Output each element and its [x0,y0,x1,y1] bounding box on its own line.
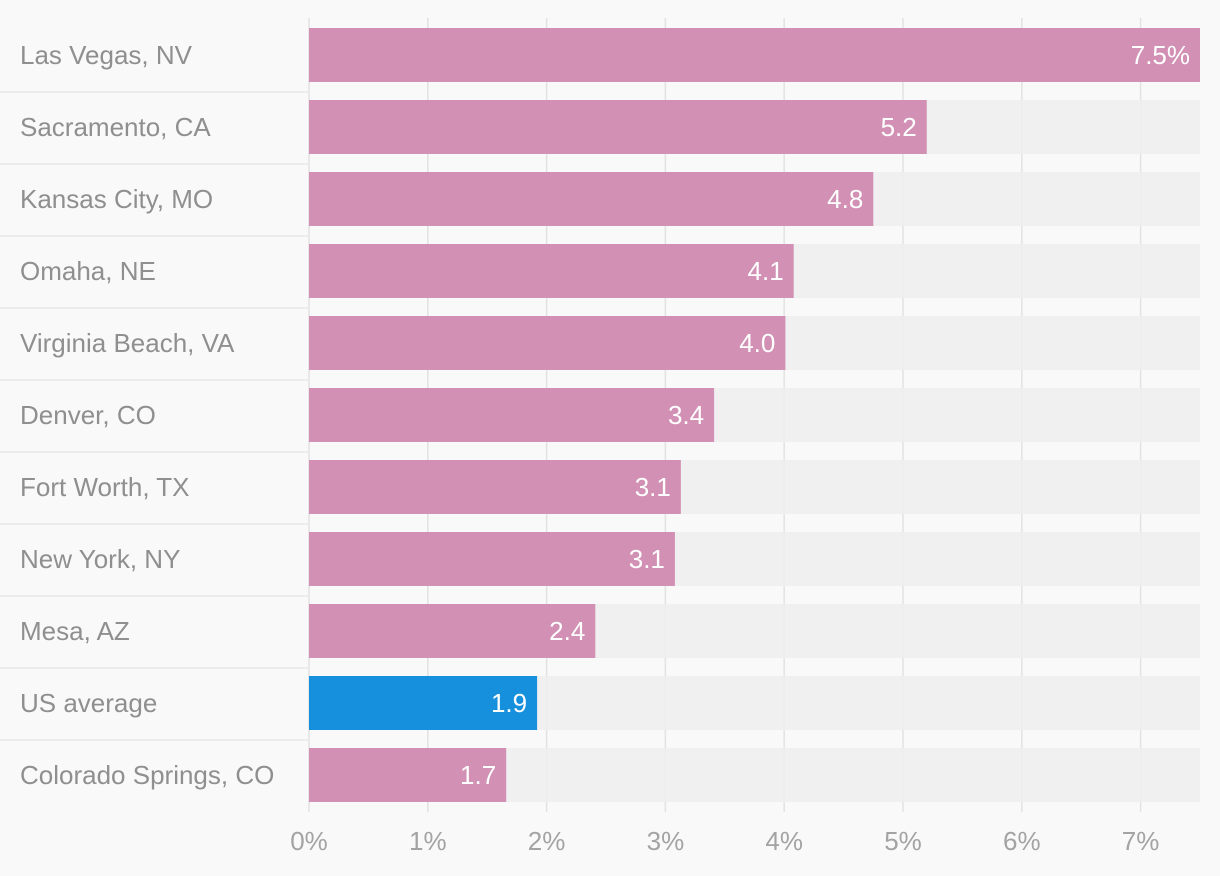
value-label: 3.1 [629,544,665,574]
bar-rows: Las Vegas, NV 7.5% Sacramento, CA 5.2 Kansas… [0,28,1200,802]
x-tick-label: 7% [1122,826,1160,856]
bar [309,748,507,802]
x-tick-label: 3% [647,826,685,856]
bar-row: Sacramento, CA 5.2 [0,91,1200,154]
value-label: 1.9 [491,688,527,718]
x-tick-label: 2% [528,826,566,856]
x-tick-label: 5% [884,826,922,856]
value-label: 3.4 [668,400,704,430]
bar [309,460,681,514]
value-label: 5.2 [881,112,917,142]
bar-row: Colorado Springs, CO 1.7 [0,739,1200,802]
bar-row: US average 1.9 [0,667,1200,730]
category-label: Kansas City, MO [20,184,213,214]
bar [309,388,715,442]
x-axis: 0% 1% 2% 3% 4% 5% 6% 7% [290,826,1159,856]
bar [309,604,596,658]
bar-row: Denver, CO 3.4 [0,379,1200,442]
value-label: 4.8 [827,184,863,214]
bar-row: Omaha, NE 4.1 [0,235,1200,298]
bar [309,28,1200,82]
value-label: 7.5% [1131,40,1190,70]
value-label: 3.1 [635,472,671,502]
bar-highlight [309,676,538,730]
x-tick-label: 1% [409,826,447,856]
category-label: New York, NY [20,544,180,574]
bar-row: Virginia Beach, VA 4.0 [0,307,1200,370]
bar [309,244,794,298]
category-label: Sacramento, CA [20,112,211,142]
bar-row: Las Vegas, NV 7.5% [20,28,1200,82]
category-label: Mesa, AZ [20,616,130,646]
bar-row: Kansas City, MO 4.8 [0,163,1200,226]
category-label: Fort Worth, TX [20,472,190,502]
value-label: 2.4 [549,616,585,646]
value-label: 4.0 [739,328,775,358]
bar-row: Mesa, AZ 2.4 [0,595,1200,658]
category-label: US average [20,688,157,718]
bar [309,172,874,226]
category-label: Las Vegas, NV [20,40,193,70]
x-tick-label: 4% [765,826,803,856]
value-label: 1.7 [460,760,496,790]
category-label: Colorado Springs, CO [20,760,274,790]
category-label: Omaha, NE [20,256,156,286]
value-label: 4.1 [748,256,784,286]
x-tick-label: 0% [290,826,328,856]
bar [309,532,675,586]
category-label: Denver, CO [20,400,156,430]
category-label: Virginia Beach, VA [20,328,235,358]
bar-row: New York, NY 3.1 [0,523,1200,586]
bar-row: Fort Worth, TX 3.1 [0,451,1200,514]
bar [309,100,927,154]
bar [309,316,786,370]
x-tick-label: 6% [1003,826,1041,856]
